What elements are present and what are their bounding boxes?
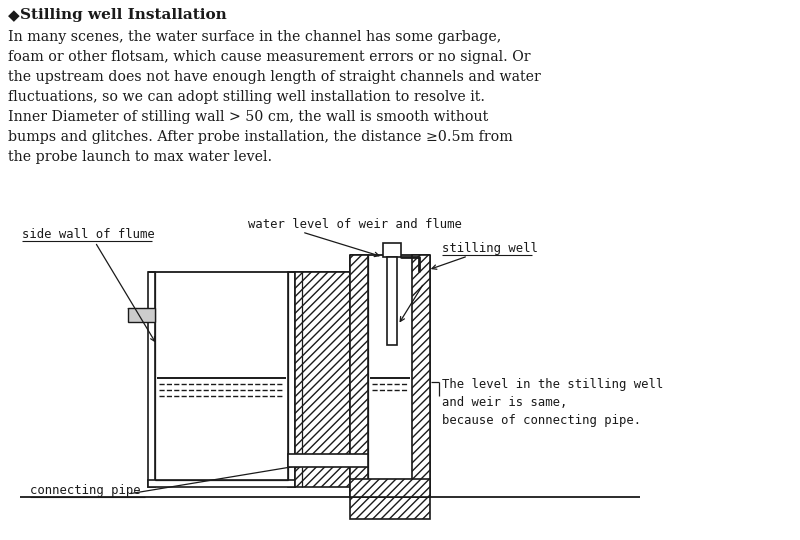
Bar <box>383 243 401 257</box>
Bar <box>288 272 295 487</box>
Text: foam or other flotsam, which cause measurement errors or no signal. Or: foam or other flotsam, which cause measu… <box>8 50 530 64</box>
Bar <box>412 255 430 497</box>
Text: fluctuations, so we can adopt stilling well installation to resolve it.: fluctuations, so we can adopt stilling w… <box>8 90 485 104</box>
Text: In many scenes, the water surface in the channel has some garbage,: In many scenes, the water surface in the… <box>8 30 502 44</box>
Bar <box>350 255 368 497</box>
Text: The level in the stilling well
and weir is same,
because of connecting pipe.: The level in the stilling well and weir … <box>442 378 663 427</box>
Bar <box>387 257 397 345</box>
Text: connecting pipe: connecting pipe <box>30 484 141 497</box>
Bar <box>368 255 412 479</box>
Text: stilling well: stilling well <box>442 242 538 255</box>
Text: bumps and glitches. After probe installation, the distance ≥0.5m from: bumps and glitches. After probe installa… <box>8 130 513 144</box>
Text: the upstream does not have enough length of straight channels and water: the upstream does not have enough length… <box>8 70 541 84</box>
Text: water level of weir and flume: water level of weir and flume <box>248 218 462 231</box>
Text: ◆: ◆ <box>8 8 20 23</box>
Text: Stilling well Installation: Stilling well Installation <box>20 8 226 22</box>
Bar <box>295 272 350 487</box>
Text: side wall of flume: side wall of flume <box>22 228 154 241</box>
Bar <box>148 480 295 487</box>
Text: the probe launch to max water level.: the probe launch to max water level. <box>8 150 272 164</box>
Text: Inner Diameter of stilling wall > 50 cm, the wall is smooth without: Inner Diameter of stilling wall > 50 cm,… <box>8 110 488 124</box>
Bar <box>148 272 155 487</box>
Bar <box>128 308 155 322</box>
Bar <box>350 479 430 497</box>
Bar <box>350 497 430 519</box>
Bar <box>288 454 368 467</box>
